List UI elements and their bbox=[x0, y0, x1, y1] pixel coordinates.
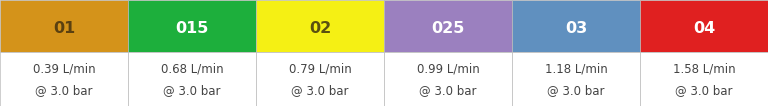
Bar bbox=[256, 0, 384, 52]
Text: @ 3.0 bar: @ 3.0 bar bbox=[675, 84, 733, 97]
Bar bbox=[256, 52, 384, 106]
Text: @ 3.0 bar: @ 3.0 bar bbox=[35, 84, 93, 97]
Text: 1.18 L/min: 1.18 L/min bbox=[545, 63, 607, 76]
Text: 0.99 L/min: 0.99 L/min bbox=[416, 63, 479, 76]
Bar bbox=[512, 52, 640, 106]
Text: 01: 01 bbox=[53, 21, 75, 36]
Text: 04: 04 bbox=[693, 21, 715, 36]
Bar bbox=[640, 52, 768, 106]
Bar bbox=[128, 0, 256, 52]
Text: 0.68 L/min: 0.68 L/min bbox=[161, 63, 223, 76]
Bar bbox=[384, 52, 512, 106]
Text: 1.58 L/min: 1.58 L/min bbox=[673, 63, 735, 76]
Text: @ 3.0 bar: @ 3.0 bar bbox=[291, 84, 349, 97]
Bar bbox=[0, 0, 128, 52]
Text: 02: 02 bbox=[309, 21, 331, 36]
Bar bbox=[640, 0, 768, 52]
Text: 025: 025 bbox=[432, 21, 465, 36]
Text: @ 3.0 bar: @ 3.0 bar bbox=[419, 84, 477, 97]
Text: 0.39 L/min: 0.39 L/min bbox=[33, 63, 95, 76]
Bar bbox=[128, 52, 256, 106]
Bar bbox=[512, 0, 640, 52]
Text: @ 3.0 bar: @ 3.0 bar bbox=[548, 84, 604, 97]
Text: 015: 015 bbox=[175, 21, 209, 36]
Bar bbox=[384, 0, 512, 52]
Text: 03: 03 bbox=[565, 21, 587, 36]
Text: @ 3.0 bar: @ 3.0 bar bbox=[164, 84, 220, 97]
Bar bbox=[0, 52, 128, 106]
Text: 0.79 L/min: 0.79 L/min bbox=[289, 63, 352, 76]
